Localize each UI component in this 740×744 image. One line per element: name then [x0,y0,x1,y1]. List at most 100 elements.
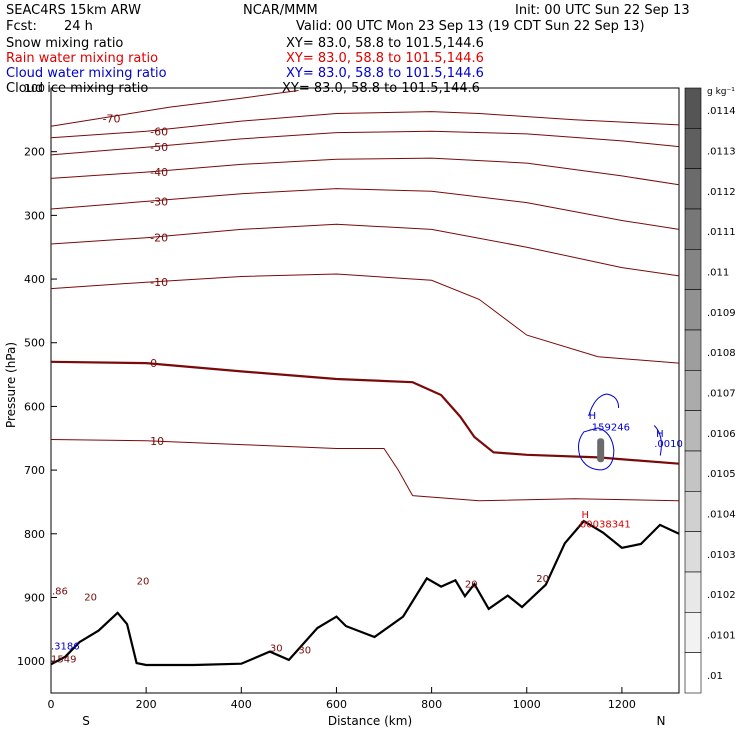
field-xy-cloud-water: XY= 83.0, 58.8 to 101.5,144.6 [286,66,484,81]
colorbar-label-12: .0102 [707,590,736,601]
field-label-snow: Snow mixing ratio [6,36,123,51]
terrain-path [50,519,680,667]
y-tick-label-9: 1000 [17,655,45,668]
x-tick-label-0: 0 [48,698,55,711]
surface-contour-label-2: 20 [465,579,478,590]
colorbar-label-1: .0113 [707,147,736,158]
contour-line-1 [50,111,680,139]
left-edge-label-0: .86 [52,586,68,597]
temperature-contours: -70 -60 -50 -40 -30 -20 -10 0 10 [50,90,680,502]
colorbar-swatch-3 [684,208,702,250]
colorbar-swatch-13 [684,612,702,653]
colorbar-label-0: .0114 [707,106,736,117]
y-tick-label-5: 600 [24,400,45,413]
y-tick-label-3: 400 [24,273,45,286]
cloud-water-right-h: H [656,429,664,440]
colorbar-swatch-8 [684,410,702,452]
terrain-line [50,519,680,667]
contour-label-6: -10 [150,276,168,289]
colorbar-swatch-12 [684,571,702,613]
colorbar-swatch-9 [684,450,702,492]
model-title: SEAC4RS 15km ARW [6,3,141,18]
colorbar-swatch-14 [684,652,702,694]
y-tick-label-2: 300 [24,209,45,222]
contour-line-3 [50,157,680,186]
contour-line-6 [50,273,680,364]
surface-contour-label-5: 30 [298,646,311,657]
contour-line-8 [50,439,680,502]
colorbar-label-7: .0107 [707,389,736,400]
contour-label-4: -30 [150,195,168,208]
contour-line-0 [50,90,299,127]
cloud-water-contour-top [588,393,620,417]
contour-label-5: -20 [150,232,168,245]
cloud-water-max-label: .159246 [589,423,630,434]
y-tick-label-6: 700 [24,464,45,477]
cloud-water-contour [578,427,615,471]
cloud-water-contour-right [653,425,662,456]
colorbar-label-10: .0104 [707,510,736,521]
contour-label-7: 0 [150,357,157,370]
colorbar-swatch-6 [684,329,702,371]
field-xy-rain: XY= 83.0, 58.8 to 101.5,144.6 [286,51,484,66]
cloud-water-max-h: H [589,411,597,422]
colorbar-units: g kg⁻¹ [707,87,735,97]
x-tick-label-4: 800 [421,698,442,711]
field-label-rain: Rain water mixing ratio [6,51,158,66]
y-axis-label: Pressure (hPa) [4,342,18,428]
left-edge-label-1: .3186 [51,642,80,653]
y-tick-label-8: 900 [24,591,45,604]
surface-contour-label-3: 20 [536,574,549,585]
colorbar-swatch-10 [684,491,702,532]
colorbar-label-6: .0108 [707,348,736,359]
contour-label-3: -40 [150,166,168,179]
colorbar-swatch-7 [684,370,702,411]
colorbar-swatch-1 [684,128,702,169]
annotations: H.159246H.0010H.00038341.86.318615492020… [51,393,683,665]
contour-label-1: -60 [150,125,168,138]
surface-contour-label-0: 20 [137,577,150,588]
contour-line-5 [50,223,680,277]
x-tick-label-6: 1200 [608,698,636,711]
colorbar-label-4: .011 [707,268,729,279]
colorbar-swatch-11 [684,531,702,573]
colorbar-label-2: .0112 [707,187,736,198]
x-tick-label-3: 600 [326,698,347,711]
y-tick-label-4: 500 [24,337,45,350]
contour-line-2 [50,130,680,156]
colorbar: .0114 .0113 .0112 .0111 .011 .0109 .0108 .0107.… [684,87,736,694]
surface-contour-label-4: 30 [270,644,283,655]
field-label-cloud-water: Cloud water mixing ratio [6,66,167,81]
y-tick-label-1: 200 [24,146,45,159]
contour-label-0: -70 [103,113,121,126]
cloud-water-right-label: .0010 [654,439,683,450]
x-end-label-left: S [82,714,90,728]
colorbar-swatch-2 [684,168,702,210]
rain-max-label: .00038341 [577,519,631,530]
contour-line-7 [50,360,680,465]
fcst-label: Fcst: [6,19,37,34]
x-axis-label: Distance (km) [328,714,412,728]
org-label: NCAR/MMM [243,3,318,18]
contour-line-4 [50,188,680,230]
colorbar-swatch-0 [684,87,702,129]
plot-frame [50,87,680,694]
init-time: Init: 00 UTC Sun 22 Sep 13 [515,3,690,18]
cloud-ice-max-shading [597,438,605,463]
colorbar-label-14: .01 [707,671,723,682]
colorbar-swatch-5 [684,289,702,331]
fcst-value: 24 h [64,19,93,34]
field-xy-snow: XY= 83.0, 58.8 to 101.5,144.6 [286,36,484,51]
x-tick-label-5: 1000 [513,698,541,711]
colorbar-label-9: .0105 [707,469,736,480]
y-tick-label-7: 800 [24,528,45,541]
surface-contour-label-1: 20 [84,593,97,604]
x-end-label-right: N [657,714,666,728]
colorbar-label-3: .0111 [707,227,736,238]
colorbar-label-8: .0106 [707,429,736,440]
colorbar-label-13: .0101 [707,631,736,642]
colorbar-swatch-4 [684,249,702,290]
axes: 0 200 400 600 800 1000 12001002003004005006007… [17,82,636,711]
contour-label-8: 10 [150,435,164,448]
